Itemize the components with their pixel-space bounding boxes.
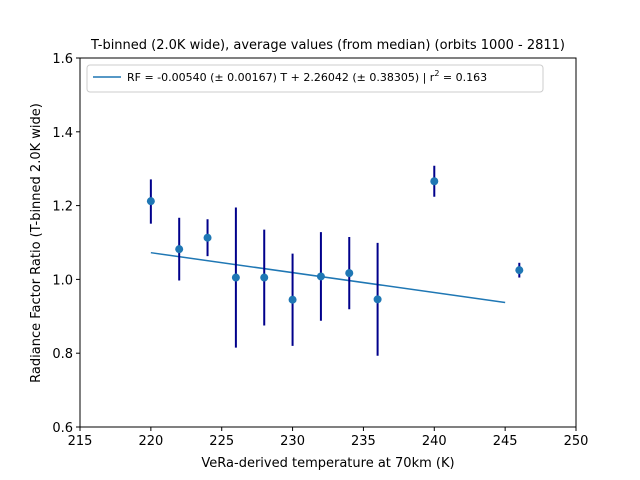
x-tick-label: 250: [564, 434, 589, 449]
legend-label-main: RF = -0.00540 (± 0.00167) T + 2.26042 (±…: [127, 71, 435, 84]
data-point: [373, 295, 382, 304]
data-point: [515, 266, 524, 275]
x-tick-label: 220: [138, 434, 163, 449]
y-tick-label: 1.4: [52, 126, 73, 141]
data-point: [175, 245, 184, 254]
y-tick-label: 1.6: [52, 52, 73, 67]
y-tick-label: 0.8: [52, 347, 73, 362]
x-tick-label: 215: [68, 434, 93, 449]
legend: RF = -0.00540 (± 0.00167) T + 2.26042 (±…: [86, 64, 544, 93]
y-tick-label: 1.0: [52, 273, 73, 288]
y-tick-label: 0.6: [52, 421, 73, 436]
legend-label-superscript: 2: [434, 69, 439, 78]
data-point: [260, 273, 269, 282]
legend-label-value: = 0.163: [439, 71, 487, 84]
x-tick-label: 225: [209, 434, 234, 449]
legend-box: [86, 64, 544, 93]
x-tick-label: 235: [351, 434, 376, 449]
data-point: [203, 233, 212, 242]
x-tick-label: 245: [493, 434, 518, 449]
data-point: [146, 197, 155, 206]
x-tick-label: 240: [422, 434, 447, 449]
y-axis-label: Radiance Factor Ratio (T-binned 2.0K wid…: [29, 103, 44, 383]
data-point: [345, 269, 354, 278]
plot-frame: [79, 57, 577, 428]
data-point: [430, 177, 439, 186]
y-axis: 0.6 0.8 1.0 1.2 1.4 1.6: [52, 52, 80, 436]
x-axis: 215 220 225 230 235 240 245 250: [68, 427, 589, 449]
data-point: [231, 273, 240, 282]
data-point: [288, 295, 297, 304]
fit-line: [150, 251, 506, 304]
y-tick-label: 1.2: [52, 200, 73, 215]
chart-title: T-binned (2.0K wide), average values (fr…: [90, 38, 565, 53]
x-tick-label: 230: [280, 434, 305, 449]
plot-marks: [146, 165, 524, 356]
data-point: [316, 272, 325, 281]
x-axis-label: VeRa-derived temperature at 70km (K): [201, 456, 454, 471]
legend-label: RF = -0.00540 (± 0.00167) T + 2.26042 (±…: [127, 69, 487, 84]
